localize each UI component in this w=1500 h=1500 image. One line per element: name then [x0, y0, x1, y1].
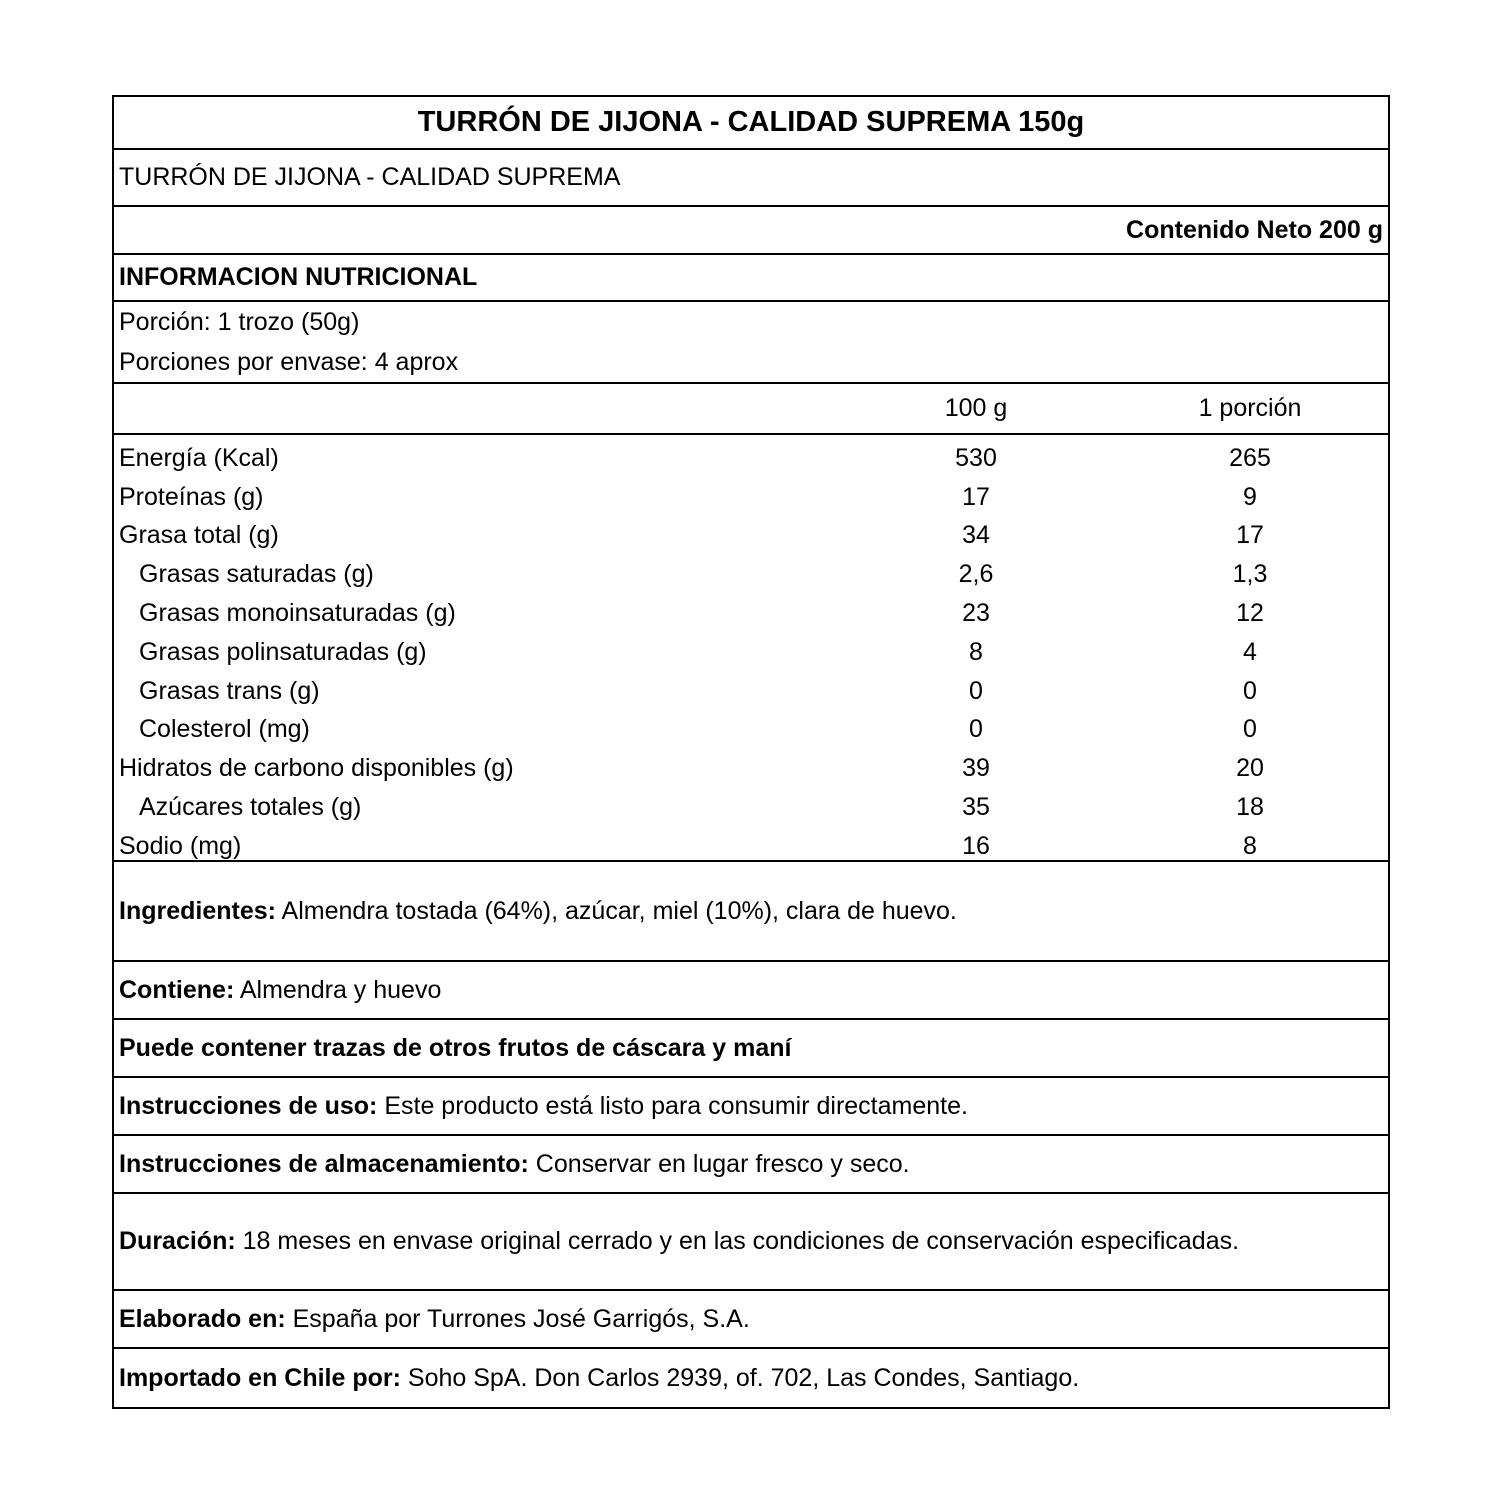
nutrient-value-100g: 39	[962, 754, 990, 783]
nutrient-value-portion: 17	[1236, 521, 1264, 550]
product-title: TURRÓN DE JIJONA - CALIDAD SUPREMA 150g	[114, 97, 1388, 150]
nutrient-value-100g: 0	[969, 715, 983, 744]
section-text: Este producto está listo para consumir d…	[377, 1091, 968, 1120]
info-section: Contiene: Almendra y huevo	[114, 962, 1388, 1020]
section-text: España por Turrones José Garrigós, S.A.	[285, 1304, 750, 1333]
nutrient-name: Proteínas (g)	[119, 482, 264, 511]
info-section: Importado en Chile por: Soho SpA. Don Ca…	[114, 1349, 1388, 1407]
nutrient-value-100g: 17	[962, 482, 990, 511]
nutrient-row: Azúcares totales (g) 35 18	[119, 788, 1383, 827]
nutrient-value-100g: 0	[969, 676, 983, 705]
nutrient-name: Grasas saturadas (g)	[139, 560, 374, 589]
column-header-100g: 100 g	[944, 393, 1008, 422]
nutrient-value-portion: 9	[1243, 482, 1257, 511]
section-label: Puede contener trazas de otros frutos de…	[119, 1033, 792, 1062]
nutrient-name: Grasas monoinsaturadas (g)	[139, 599, 456, 628]
nutrient-value-100g: 2,6	[958, 560, 994, 589]
nutrient-name: Grasas polinsaturadas (g)	[139, 637, 427, 666]
nutrient-name: Hidratos de carbono disponibles (g)	[119, 754, 514, 783]
nutrient-row: Hidratos de carbono disponibles (g) 39 2…	[119, 749, 1383, 788]
servings-per-pack: Porciones por envase: 4 aprox	[119, 348, 459, 376]
nutrient-value-100g: 23	[962, 599, 990, 628]
serving-size: Porción: 1 trozo (50g)	[119, 308, 360, 336]
info-section: Duración: 18 meses en envase original ce…	[114, 1194, 1388, 1291]
section-text: Conservar en lugar fresco y seco.	[528, 1149, 910, 1178]
nutrient-value-portion: 1,3	[1232, 560, 1268, 589]
nutrition-label: TURRÓN DE JIJONA - CALIDAD SUPREMA 150g …	[112, 95, 1390, 1409]
info-section: Instrucciones de uso: Este producto está…	[114, 1078, 1388, 1136]
nutrient-name: Sodio (mg)	[119, 831, 242, 860]
section-text: Almendra y huevo	[234, 975, 442, 1004]
nutrient-name: Energía (Kcal)	[119, 443, 279, 472]
nutrient-row: Energía (Kcal) 530 265	[119, 439, 1383, 478]
section-label: Instrucciones de almacenamiento:	[119, 1149, 529, 1178]
nutrient-row: Grasas trans (g) 0 0	[119, 672, 1383, 711]
serving-info: Porción: 1 trozo (50g) Porciones por env…	[114, 302, 1388, 384]
nutrient-value-portion: 18	[1236, 793, 1264, 822]
nutrient-row: Grasas saturadas (g) 2,6 1,3	[119, 555, 1383, 594]
section-label: Ingredientes:	[119, 896, 276, 925]
column-header-portion: 1 porción	[1198, 393, 1302, 422]
nutrient-value-100g: 34	[962, 521, 990, 550]
nutrient-value-portion: 8	[1243, 831, 1257, 860]
nutrient-value-100g: 35	[962, 793, 990, 822]
nutrient-value-portion: 265	[1229, 443, 1271, 472]
nutrition-heading: INFORMACION NUTRICIONAL	[114, 255, 1388, 302]
section-text: Almendra tostada (64%), azúcar, miel (10…	[275, 896, 957, 925]
nutrient-row: Grasas polinsaturadas (g) 8 4	[119, 633, 1383, 672]
info-section: Puede contener trazas de otros frutos de…	[114, 1020, 1388, 1078]
nutrient-value-100g: 16	[962, 831, 990, 860]
section-text: Soho SpA. Don Carlos 2939, of. 702, Las …	[400, 1363, 1080, 1392]
net-content: Contenido Neto 200 g	[114, 207, 1388, 255]
nutrition-columns-header: 100 g 1 porción	[114, 384, 1388, 435]
nutrient-row: Grasas monoinsaturadas (g) 23 12	[119, 594, 1383, 633]
section-label: Contiene:	[119, 975, 235, 1004]
nutrient-name: Grasa total (g)	[119, 521, 279, 550]
nutrient-value-portion: 4	[1243, 637, 1257, 666]
nutrient-row: Sodio (mg) 16 8	[119, 827, 1383, 866]
nutrient-value-portion: 0	[1243, 715, 1257, 744]
section-text: 18 meses en envase original cerrado y en…	[235, 1227, 1240, 1255]
nutrient-value-portion: 20	[1236, 754, 1264, 783]
section-label: Instrucciones de uso:	[119, 1091, 378, 1120]
nutrient-row: Colesterol (mg) 0 0	[119, 711, 1383, 750]
info-section: Elaborado en: España por Turrones José G…	[114, 1291, 1388, 1349]
nutrient-value-100g: 530	[955, 443, 997, 472]
nutrient-value-portion: 12	[1236, 599, 1264, 628]
info-section: Instrucciones de almacenamiento: Conserv…	[114, 1136, 1388, 1194]
nutrient-name: Azúcares totales (g)	[139, 793, 362, 822]
section-label: Importado en Chile por:	[119, 1363, 401, 1392]
nutrient-name: Colesterol (mg)	[139, 715, 310, 744]
nutrient-row: Grasa total (g) 34 17	[119, 517, 1383, 556]
nutrient-name: Grasas trans (g)	[139, 676, 320, 705]
nutrient-value-portion: 0	[1243, 676, 1257, 705]
nutrient-row: Proteínas (g) 17 9	[119, 478, 1383, 517]
nutrient-table: Energía (Kcal) 530 265 Proteínas (g) 17 9…	[114, 435, 1388, 862]
nutrient-value-100g: 8	[969, 637, 983, 666]
section-label: Duración:	[119, 1227, 236, 1255]
section-label: Elaborado en:	[119, 1304, 286, 1333]
product-subtitle: TURRÓN DE JIJONA - CALIDAD SUPREMA	[114, 150, 1388, 207]
info-section: Ingredientes: Almendra tostada (64%), az…	[114, 862, 1388, 962]
